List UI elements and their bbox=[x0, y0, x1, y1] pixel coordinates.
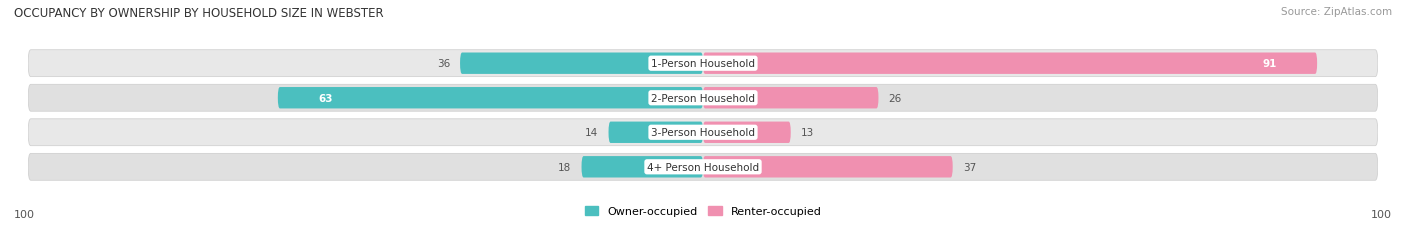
FancyBboxPatch shape bbox=[28, 119, 1378, 146]
FancyBboxPatch shape bbox=[703, 156, 953, 178]
Text: 91: 91 bbox=[1263, 59, 1277, 69]
Text: 18: 18 bbox=[558, 162, 571, 172]
FancyBboxPatch shape bbox=[703, 88, 879, 109]
Text: Source: ZipAtlas.com: Source: ZipAtlas.com bbox=[1281, 7, 1392, 17]
FancyBboxPatch shape bbox=[28, 51, 1378, 77]
Text: 36: 36 bbox=[437, 59, 450, 69]
FancyBboxPatch shape bbox=[460, 53, 703, 75]
Text: 14: 14 bbox=[585, 128, 599, 138]
Text: 13: 13 bbox=[801, 128, 814, 138]
Text: 37: 37 bbox=[963, 162, 976, 172]
Text: 100: 100 bbox=[14, 210, 35, 219]
Text: 4+ Person Household: 4+ Person Household bbox=[647, 162, 759, 172]
Text: 63: 63 bbox=[318, 93, 333, 103]
FancyBboxPatch shape bbox=[703, 122, 790, 143]
FancyBboxPatch shape bbox=[28, 85, 1378, 112]
FancyBboxPatch shape bbox=[28, 154, 1378, 180]
Text: 3-Person Household: 3-Person Household bbox=[651, 128, 755, 138]
Legend: Owner-occupied, Renter-occupied: Owner-occupied, Renter-occupied bbox=[585, 206, 821, 216]
Text: 100: 100 bbox=[1371, 210, 1392, 219]
Text: OCCUPANCY BY OWNERSHIP BY HOUSEHOLD SIZE IN WEBSTER: OCCUPANCY BY OWNERSHIP BY HOUSEHOLD SIZE… bbox=[14, 7, 384, 20]
FancyBboxPatch shape bbox=[609, 122, 703, 143]
FancyBboxPatch shape bbox=[703, 53, 1317, 75]
FancyBboxPatch shape bbox=[582, 156, 703, 178]
FancyBboxPatch shape bbox=[278, 88, 703, 109]
Text: 2-Person Household: 2-Person Household bbox=[651, 93, 755, 103]
Text: 1-Person Household: 1-Person Household bbox=[651, 59, 755, 69]
Text: 26: 26 bbox=[889, 93, 901, 103]
